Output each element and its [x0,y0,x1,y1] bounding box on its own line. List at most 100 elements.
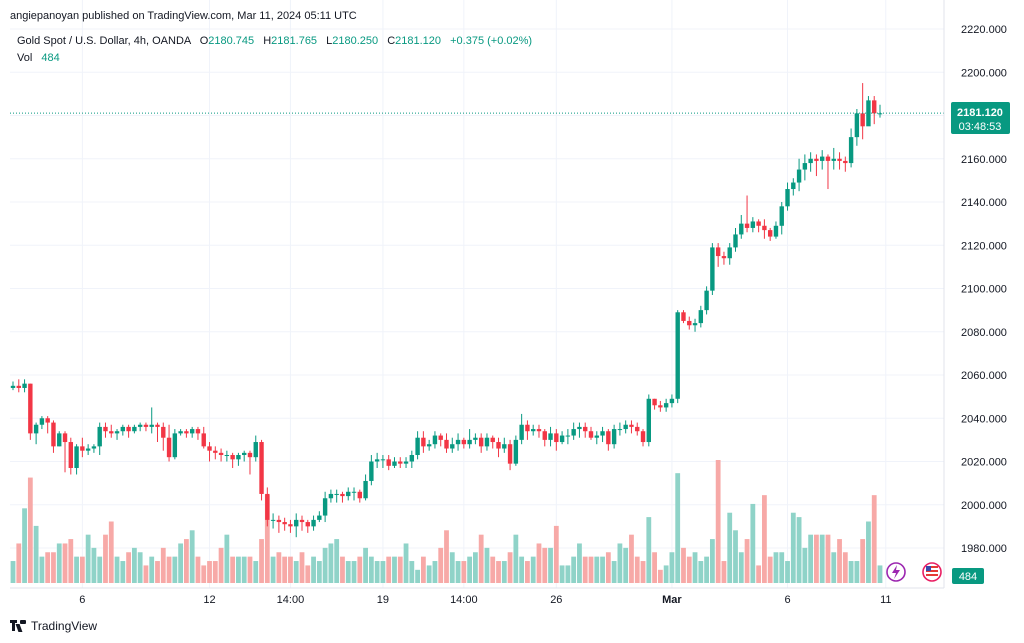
candle-body [571,429,576,436]
candle [675,310,680,404]
candle [502,437,507,453]
volume-bar [305,565,311,583]
candle [629,420,634,434]
tradingview-brand[interactable]: TradingView [31,619,98,633]
grid-lines [10,0,944,588]
volume-bar [704,556,709,583]
volume-bar [571,556,577,583]
candle-body [739,223,744,235]
candle-body [68,442,73,468]
candle [478,433,484,453]
candle-body [843,160,848,164]
volume-bar [166,556,172,583]
volume-bar [657,569,663,583]
time-tick-label: 6 [79,594,85,606]
candle [715,243,721,267]
volume-bar [762,495,767,583]
candle-body [681,312,686,321]
volume-label[interactable]: Vol [17,52,32,64]
candle-body [600,431,605,436]
volume-bar [455,561,461,583]
candle-body [282,522,287,525]
candle-body [426,444,432,447]
volume-bar [669,552,675,583]
volume-bar [640,561,646,583]
candle [825,154,831,190]
candle [802,154,808,181]
us-flag-icon[interactable] [922,562,942,582]
candle [733,227,738,252]
volume-bar [623,547,629,583]
price-tag-countdown: 03:48:53 [959,121,1002,133]
volume-bar [582,556,588,583]
candle-body [340,493,345,497]
price-tick-label: 2160.000 [961,154,1007,166]
volume-bar [565,565,571,583]
volume-bar [773,552,779,583]
candle [322,491,328,523]
volume-bars [10,460,883,583]
volume-bar [577,543,582,583]
candle-body [588,431,594,438]
candle-body [409,455,415,462]
candle [253,435,258,462]
candle [357,489,362,503]
candle-body [380,459,386,461]
candle [548,426,553,447]
volume-bar [51,552,56,583]
candle [189,426,195,438]
time-axis[interactable]: 6 12 14:00 19 14:00 26 Mar 6 11 [79,594,891,606]
candle [750,217,756,233]
volume-bar [380,561,386,583]
candle [62,431,68,473]
candle [172,429,178,460]
candle-body [103,426,108,432]
candle [109,424,114,438]
candle [230,452,235,468]
candle [531,424,536,436]
candle-body [161,426,166,438]
candle-body [28,383,33,434]
time-tick-label: 14:00 [277,594,305,606]
candle-body [744,223,750,228]
volume-bar [478,534,484,583]
candle [450,437,455,453]
candle [663,398,669,412]
volume-bar [611,561,617,583]
volume-bar [91,547,97,583]
candle [132,424,137,434]
candle-body [386,459,391,466]
candle [276,515,282,533]
symbol-title[interactable]: Gold Spot / U.S. Dollar, 4h, OANDA [17,35,192,47]
candle-body [22,383,27,388]
candle-body [860,113,865,127]
candle [808,152,813,172]
candle-body [189,429,195,434]
candle [247,450,253,475]
candle [831,147,836,170]
candle [455,433,461,451]
candle [195,426,201,440]
candle [571,422,576,440]
candle [328,489,334,503]
candle [542,429,547,447]
candle [120,424,126,436]
volume-bar [819,534,825,583]
volume-bar [328,543,334,583]
candle [374,452,380,468]
volume-bar [738,552,744,583]
candle [635,422,640,436]
volume-bar [160,547,166,583]
candle [872,96,877,125]
candle-body [51,422,56,447]
candle-body [328,493,334,499]
volume-bar [461,561,467,583]
candle-body [299,519,305,523]
candle-body [502,444,507,449]
price-tag-value: 2181.120 [957,107,1003,119]
candle-body [496,442,501,449]
volume-bar [692,552,698,583]
volume-bar [686,556,692,583]
lightning-icon[interactable] [886,562,906,582]
